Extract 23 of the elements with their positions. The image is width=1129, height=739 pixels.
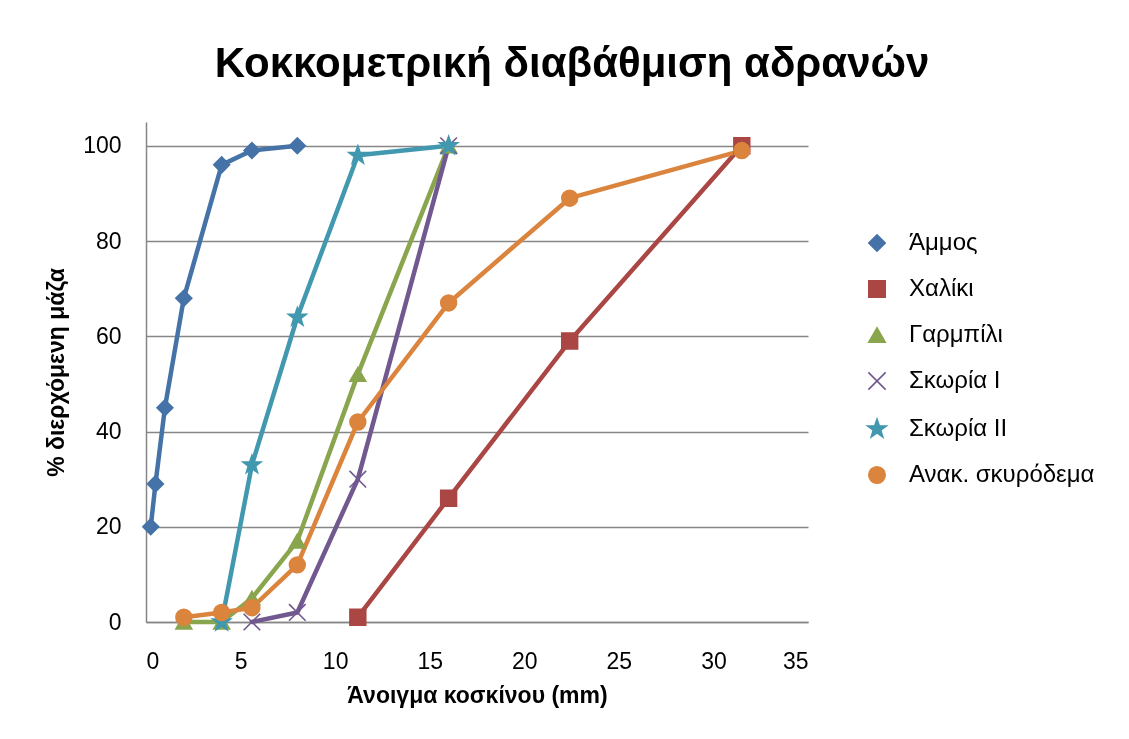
- y-tick-label: 100: [83, 132, 122, 159]
- y-tick-label: 20: [95, 513, 122, 540]
- x-tick-label: 10: [322, 647, 349, 674]
- x-tick-label: 0: [146, 647, 160, 674]
- y-tick-label: 60: [95, 322, 122, 349]
- y-tick-label: 40: [95, 418, 122, 445]
- legend-label: Ανακ. σκυρόδεμα: [909, 460, 1095, 487]
- legend-label: Σκωρία II: [909, 414, 1008, 441]
- x-tick-label: 20: [511, 647, 538, 674]
- x-tick-label: 15: [417, 647, 444, 674]
- x-tick-label: 35: [782, 647, 809, 674]
- legend-label: Άμμος: [909, 228, 978, 255]
- x-tick-label: 25: [606, 647, 633, 674]
- legend-label: Χαλίκι: [909, 274, 974, 301]
- legend-label: Γαρμπίλι: [909, 320, 1003, 347]
- x-axis-title: Άνοιγμα κοσκίνου (mm): [347, 681, 608, 708]
- legend-label: Σκωρία I: [909, 366, 1001, 393]
- x-tick-label: 5: [234, 647, 248, 674]
- y-tick-label: 80: [95, 227, 122, 254]
- chart-title: Κοκκομετρική διαβάθμιση αδρανών: [214, 39, 930, 86]
- y-axis-title: % διερχόμενη μάζα: [43, 268, 70, 477]
- x-tick-label: 30: [701, 647, 727, 674]
- y-tick-label: 0: [108, 608, 122, 635]
